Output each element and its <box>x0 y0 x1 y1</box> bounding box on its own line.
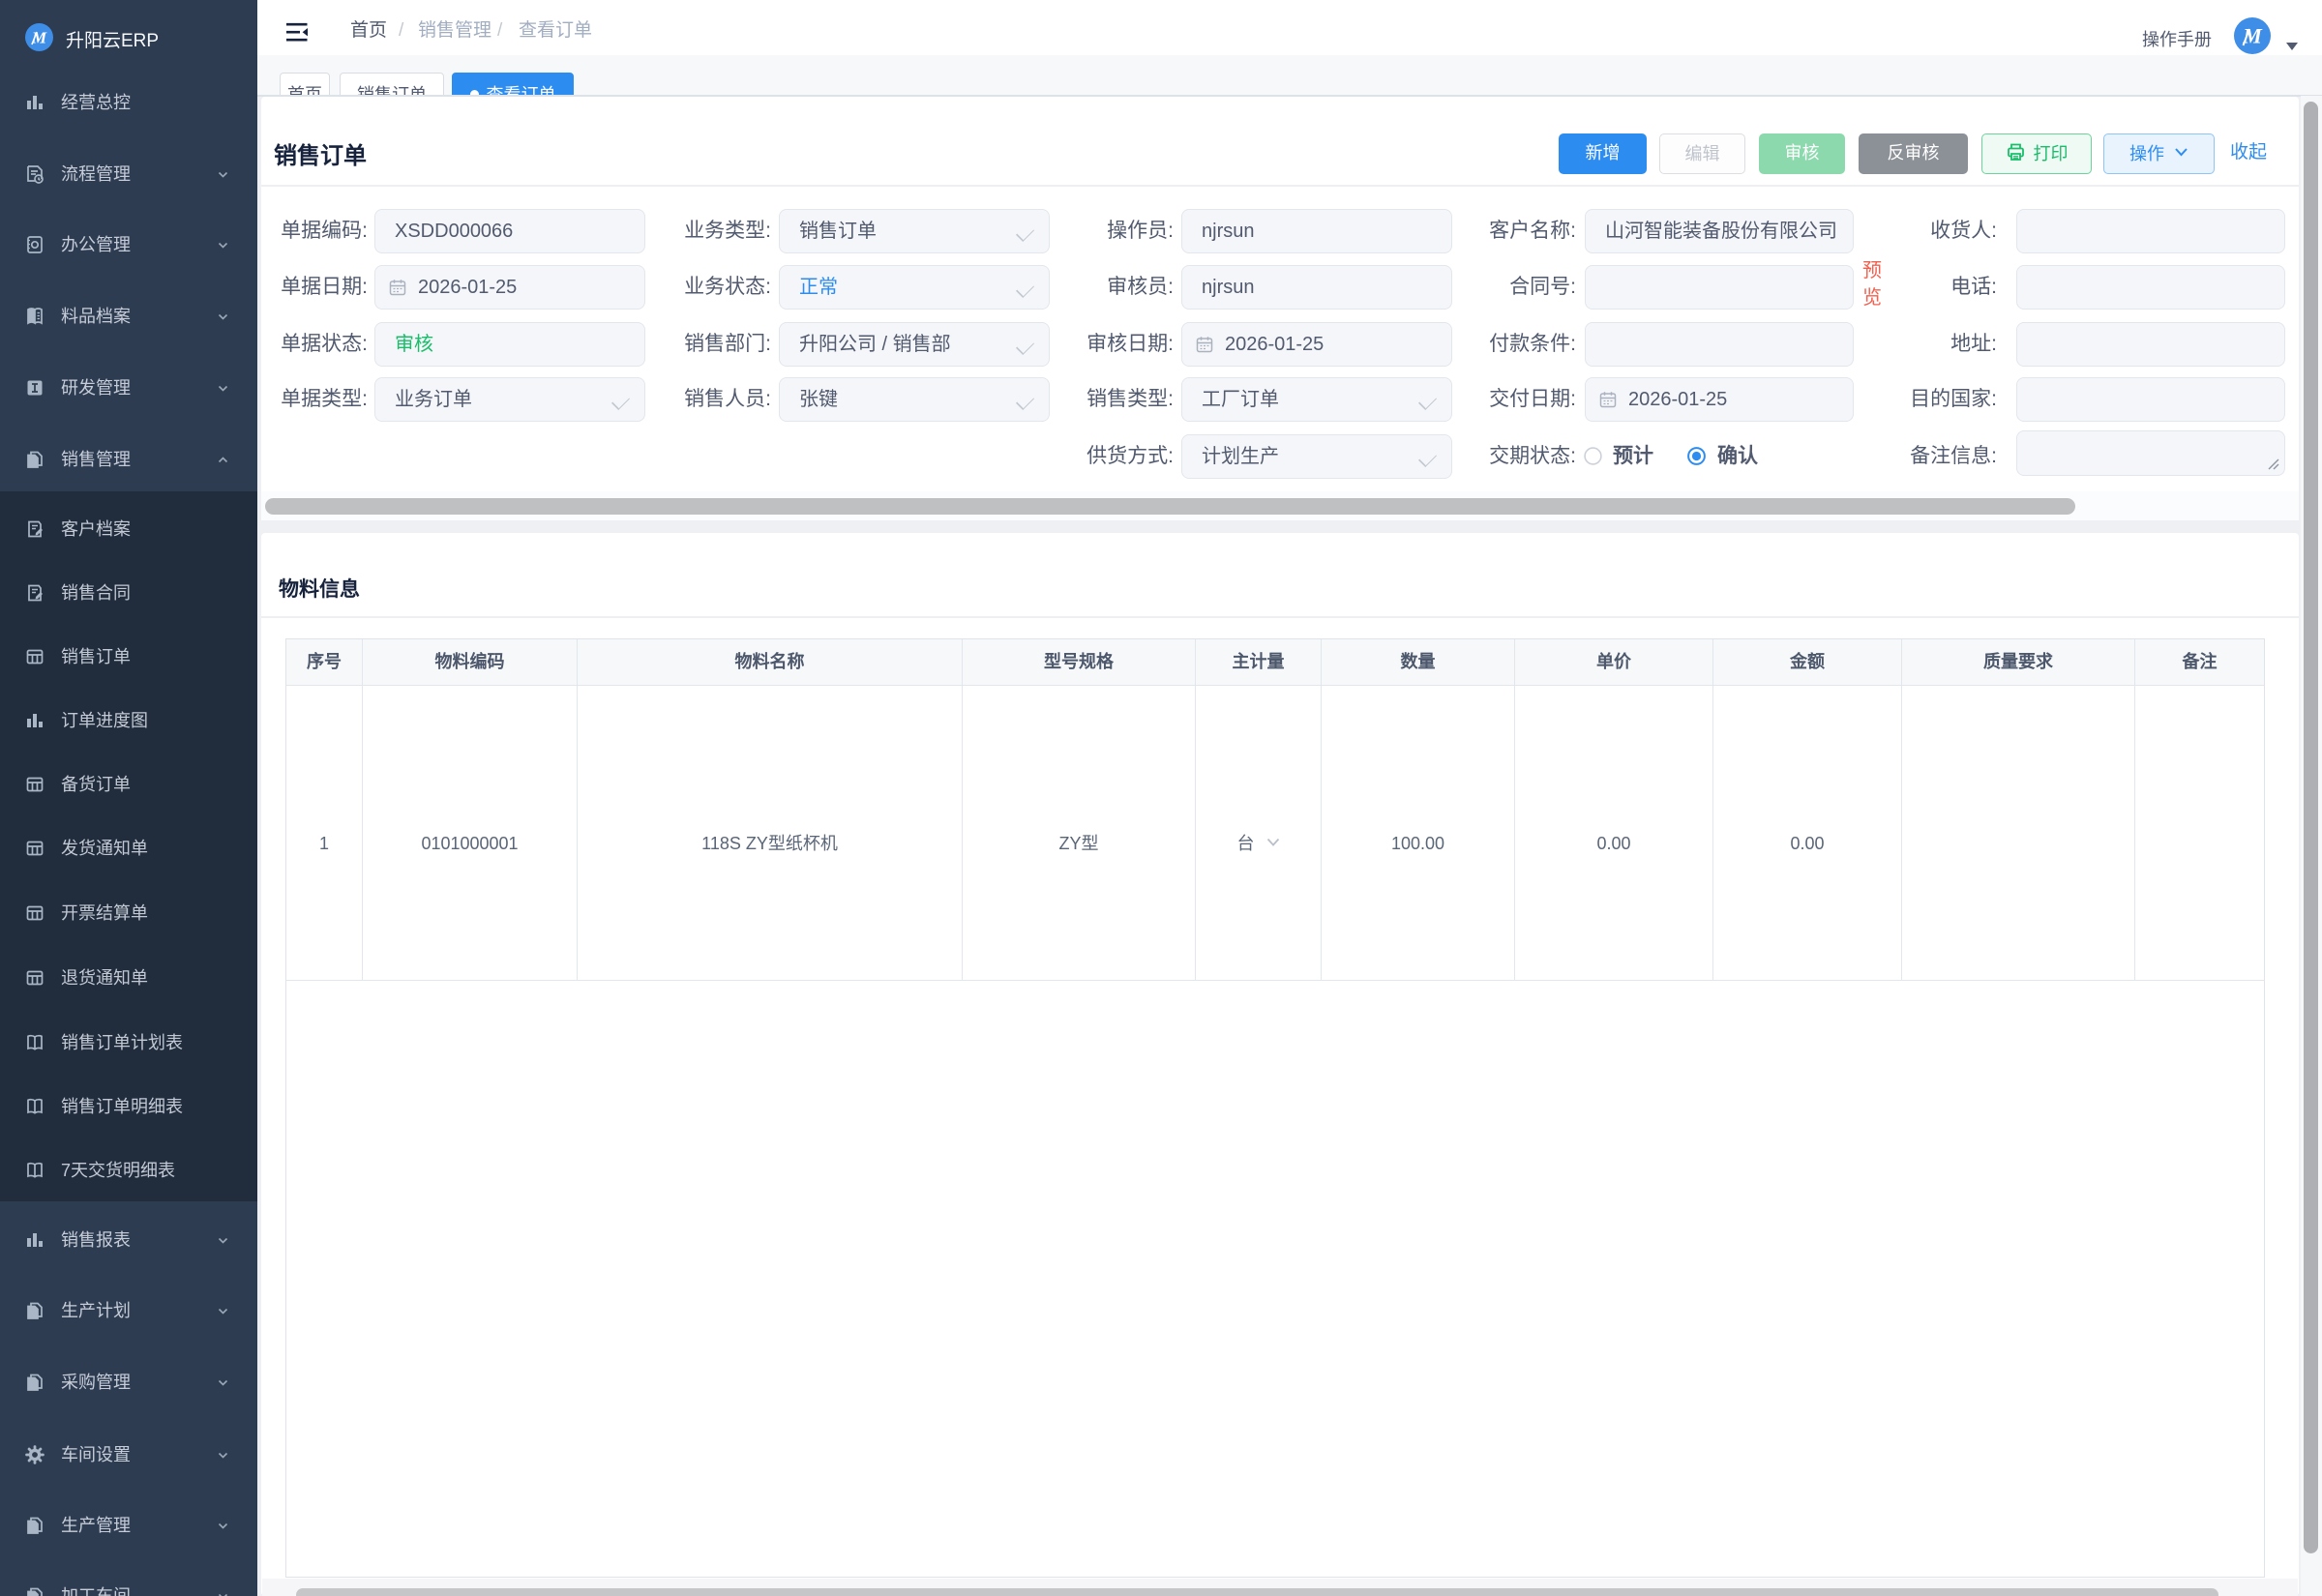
svg-text:M: M <box>2242 24 2263 48</box>
svg-text:M: M <box>31 29 47 47</box>
